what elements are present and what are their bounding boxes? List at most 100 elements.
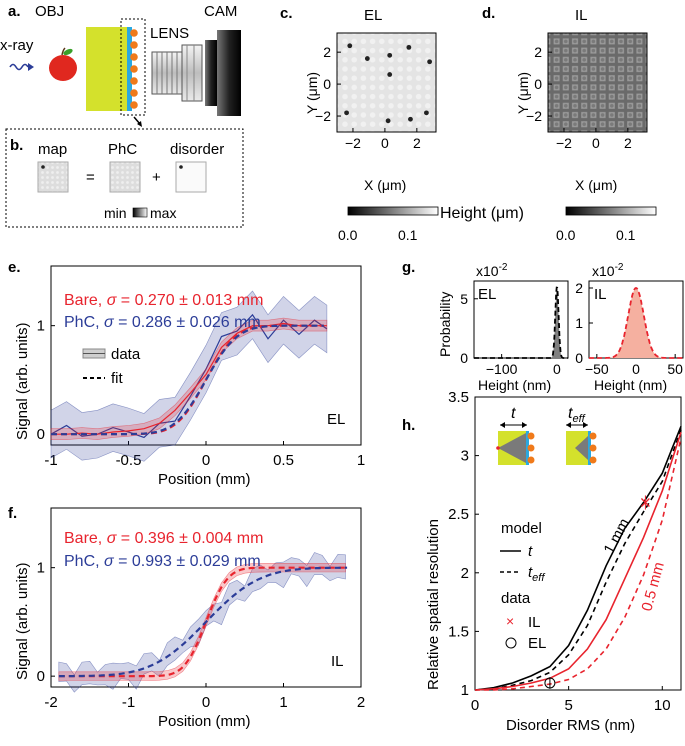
x-tick-label: 0 [202,694,210,711]
f-legend-bare: Bare, σ = 0.396 ± 0.004 mm [64,530,263,547]
h-legend-il: IL [528,614,541,631]
defect-point [364,56,370,61]
x-tick-label: -2 [44,694,57,711]
colorbar-right-tick-1: 0.1 [616,227,636,243]
data-band [50,317,328,440]
y-tick-label: −2 [526,108,542,124]
h-legend-il-marker: × [506,613,514,629]
x-tick-label: 0 [553,361,561,377]
plus-sign: + [152,169,161,186]
x-tick-label: 0 [632,361,640,377]
h-legend-data: data [501,590,531,607]
g-ylabel: Probability [437,292,453,357]
h-legend-el-marker [505,637,517,649]
e-corner-label: EL [327,411,345,428]
panel-e-letter: e. [8,259,21,276]
x-tick-label: −50 [585,361,609,377]
f-xlabel: Position (mm) [158,713,251,730]
panel-h-letter: h. [402,417,415,434]
y-tick-label: 0 [37,426,45,443]
panel-h: h. 0 5 10 1 1.5 2 2.5 3 3.5 Relative spatial res… [402,389,682,734]
colorbar-label: Height (μm) [440,205,524,222]
panel-a: a. OBJ LENS CAM x-ray [0,3,241,127]
y-tick-label: 2 [534,44,542,60]
x-tick-label: -1 [122,694,135,711]
fit-line [51,324,324,436]
cam-label: CAM [204,3,237,20]
defect-point [387,52,393,58]
x-tick-label: 0 [381,135,389,151]
y-tick-label: 1.5 [448,623,469,640]
model-curve [474,431,682,691]
phc-layer [127,27,132,111]
y-tick-label: 2.5 [448,506,469,523]
x-tick-label: 0 [592,135,600,151]
colorbar-left [347,206,439,216]
y-tick-label: 0 [534,76,542,92]
panel-d-letter: d. [482,5,495,22]
panel-g-letter: g. [402,259,415,276]
h-legend-teff: teff [528,564,545,584]
g-el-corner-label: EL [478,286,496,303]
scintillator-block [86,27,127,111]
x-tick-label: 1 [357,452,365,469]
y-tick-label: 0 [575,350,583,366]
x-tick-label: -0.5 [116,452,142,469]
el-map [336,32,437,133]
obj-label: OBJ [35,3,64,20]
x-tick-label: 0 [471,697,479,714]
panel-c-title: EL [364,7,382,24]
disorder-label: disorder [170,141,224,158]
data-band [50,290,328,462]
lens-icon [151,44,203,102]
model-curve [475,437,682,691]
defect-point [406,44,412,50]
g-il-scale: x10-2 [592,262,624,279]
data-point-il [640,497,650,507]
x-tick-label: −100 [486,361,518,377]
e-xlabel: Position (mm) [158,471,251,488]
equals-sign: = [86,169,95,186]
fit-line [58,566,348,678]
bare-data-band [58,563,346,681]
y-tick-label: 0 [323,76,331,92]
h-inset-t-label: t [511,405,516,422]
y-tick-label: 0 [460,350,468,366]
d-xlabel: X (μm) [575,177,617,193]
xray-label: x-ray [0,37,34,54]
f-ylabel: Signal (arb. units) [14,562,31,680]
defect-point [387,72,393,77]
panel-b-letter: b. [10,137,23,154]
arrow-icon [28,63,34,71]
f-legend-phc: PhC, σ = 0.993 ± 0.029 mm [64,553,261,570]
panel-f-letter: f. [8,505,17,522]
x-tick-label: 5 [564,697,572,714]
e-legend-phc: PhC, σ = 0.286 ± 0.026 mm [64,314,261,331]
panel-c: c. EL −2 0 2 −2 0 2 Y (μm) X (μm) [280,5,437,193]
zoom-box [120,18,146,116]
y-tick-label: 1 [461,682,469,699]
y-tick-label: 3 [461,448,469,465]
panel-e: e. -1 -0.5 0 0.5 101 Signal (arb. units) Pos… [8,259,365,488]
x-tick-label: 2 [357,694,365,711]
height-colorbars: Height (μm) 0.0 0.1 0.0 0.1 [338,205,657,243]
x-tick-label: 50 [667,361,683,377]
y-tick-label: 1 [575,315,583,331]
map-label: map [38,141,67,158]
h-curve-label-05mm: 0.5 mm [638,560,667,613]
phc-label: PhC [108,141,137,158]
e-legend-bare: Bare, σ = 0.270 ± 0.013 mm [64,292,263,309]
h-xlabel: Disorder RMS (nm) [506,717,635,734]
panel-a-letter: a. [8,3,21,20]
y-tick-label: 1 [37,318,45,335]
e-legend-fit: fit [111,370,124,387]
panel-b-frame [5,128,244,228]
c-ylabel: Y (μm) [304,72,320,114]
apple-icon [49,47,77,81]
y-tick-label: 3.5 [448,389,469,406]
h-inset-teff-label: teff [568,405,586,425]
fit-line [58,566,348,678]
colorbar-right [565,206,657,216]
defect-point [424,110,429,116]
y-tick-label: 0 [37,668,45,685]
